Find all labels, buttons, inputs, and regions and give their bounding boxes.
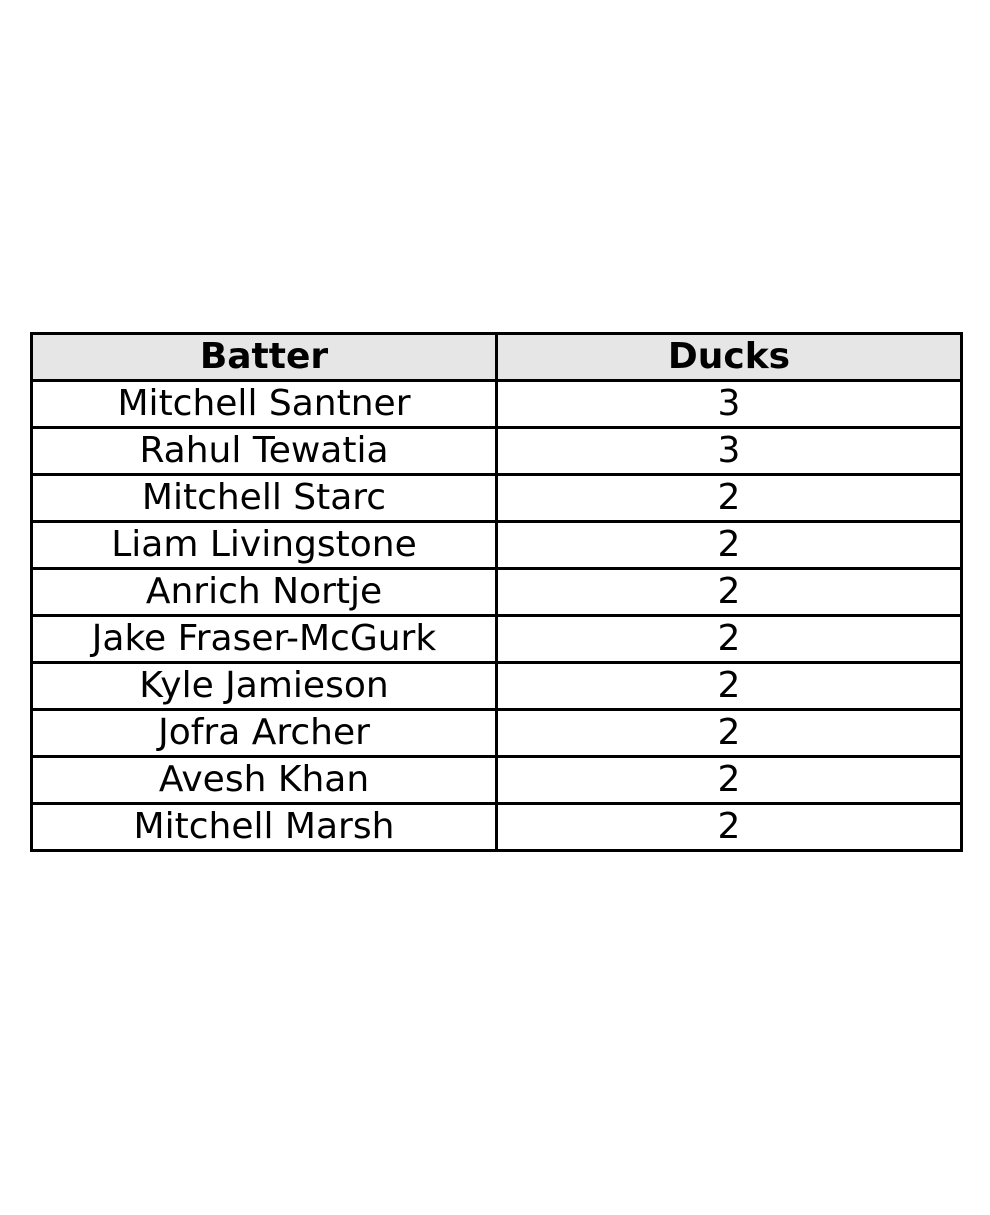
batter-name-cell: Kyle Jamieson — [30, 661, 498, 711]
table-row: Anrich Nortje 2 — [30, 567, 963, 617]
column-header-ducks: Ducks — [495, 332, 963, 382]
column-header-batter: Batter — [30, 332, 498, 382]
table-row: Liam Livingstone 2 — [30, 520, 963, 570]
batter-name-cell: Avesh Khan — [30, 755, 498, 805]
table-row: Mitchell Marsh 2 — [30, 802, 963, 852]
ducks-count-cell: 3 — [495, 426, 963, 476]
ducks-count-cell: 2 — [495, 614, 963, 664]
ducks-count-cell: 2 — [495, 708, 963, 758]
batter-name-cell: Jofra Archer — [30, 708, 498, 758]
table-body: Mitchell Santner 3 Rahul Tewatia 3 Mitchell … — [30, 379, 963, 852]
batter-name-cell: Rahul Tewatia — [30, 426, 498, 476]
batter-name-cell: Jake Fraser-McGurk — [30, 614, 498, 664]
ducks-count-cell: 3 — [495, 379, 963, 429]
ducks-count-cell: 2 — [495, 755, 963, 805]
table-row: Jofra Archer 2 — [30, 708, 963, 758]
batter-name-cell: Mitchell Starc — [30, 473, 498, 523]
batter-name-cell: Anrich Nortje — [30, 567, 498, 617]
batter-name-cell: Liam Livingstone — [30, 520, 498, 570]
batter-name-cell: Mitchell Santner — [30, 379, 498, 429]
table-row: Jake Fraser-McGurk 2 — [30, 614, 963, 664]
ducks-count-cell: 2 — [495, 802, 963, 852]
table-row: Rahul Tewatia 3 — [30, 426, 963, 476]
batter-name-cell: Mitchell Marsh — [30, 802, 498, 852]
ducks-count-cell: 2 — [495, 473, 963, 523]
ducks-count-cell: 2 — [495, 520, 963, 570]
table-row: Kyle Jamieson 2 — [30, 661, 963, 711]
ducks-count-cell: 2 — [495, 567, 963, 617]
table-row: Avesh Khan 2 — [30, 755, 963, 805]
table-row: Mitchell Santner 3 — [30, 379, 963, 429]
table-header-row: Batter Ducks — [30, 332, 963, 382]
table-row: Mitchell Starc 2 — [30, 473, 963, 523]
ducks-table: Batter Ducks Mitchell Santner 3 Rahul Tewa… — [30, 332, 963, 852]
ducks-count-cell: 2 — [495, 661, 963, 711]
